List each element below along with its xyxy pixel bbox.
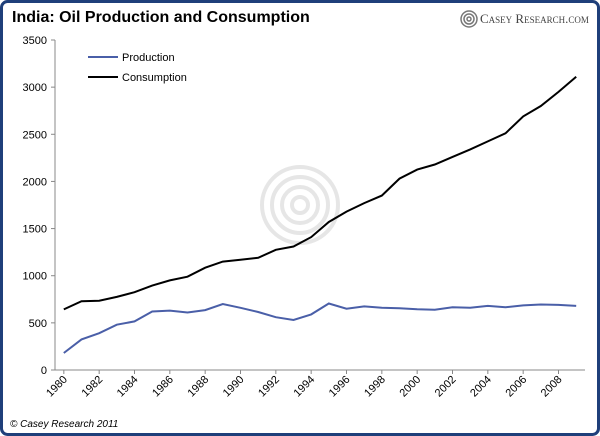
logo-icon bbox=[460, 10, 478, 28]
y-tick-label: 3000 bbox=[23, 82, 47, 94]
footer: © Casey Research 2011 bbox=[10, 419, 118, 430]
y-tick-label: 0 bbox=[41, 365, 47, 377]
chart-title: India: Oil Production and Consumption bbox=[12, 9, 310, 26]
y-tick-label: 1500 bbox=[23, 224, 47, 236]
y-tick-label: 2000 bbox=[23, 176, 47, 188]
logo: Casey Research.com bbox=[480, 11, 589, 26]
y-tick-label: 3500 bbox=[23, 35, 47, 47]
y-tick-label: 500 bbox=[29, 318, 47, 330]
y-tick-label: 1000 bbox=[23, 271, 47, 283]
legend-label: Production bbox=[122, 52, 175, 64]
series-line bbox=[63, 302, 577, 354]
y-tick-label: 2500 bbox=[23, 129, 47, 141]
legend-label: Consumption bbox=[122, 72, 187, 84]
series-line bbox=[63, 76, 577, 311]
